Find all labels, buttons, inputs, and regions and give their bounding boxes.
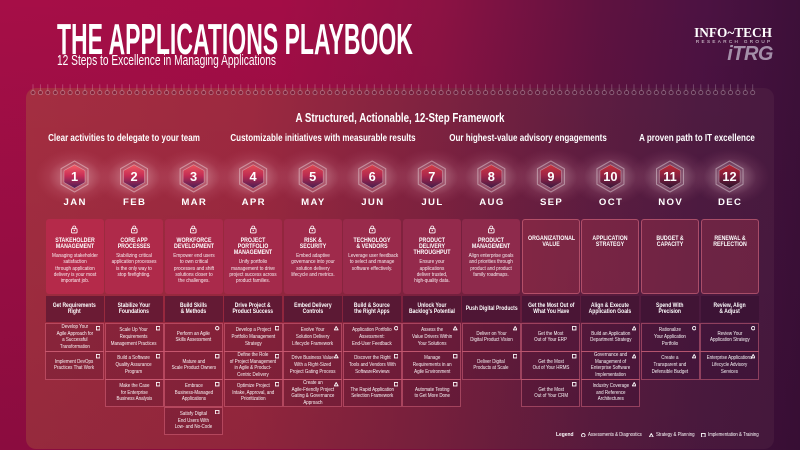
svg-text:10: 10 — [603, 169, 617, 184]
svg-text:1: 1 — [71, 169, 78, 184]
svg-text:12: 12 — [722, 169, 736, 184]
svg-text:9: 9 — [547, 169, 554, 184]
svg-text:11: 11 — [663, 169, 677, 184]
svg-text:3: 3 — [190, 169, 197, 184]
svg-text:2: 2 — [131, 169, 138, 184]
svg-text:5: 5 — [309, 169, 316, 184]
svg-text:6: 6 — [369, 169, 376, 184]
svg-text:8: 8 — [488, 169, 495, 184]
svg-text:4: 4 — [250, 169, 258, 184]
svg-text:7: 7 — [428, 169, 435, 184]
